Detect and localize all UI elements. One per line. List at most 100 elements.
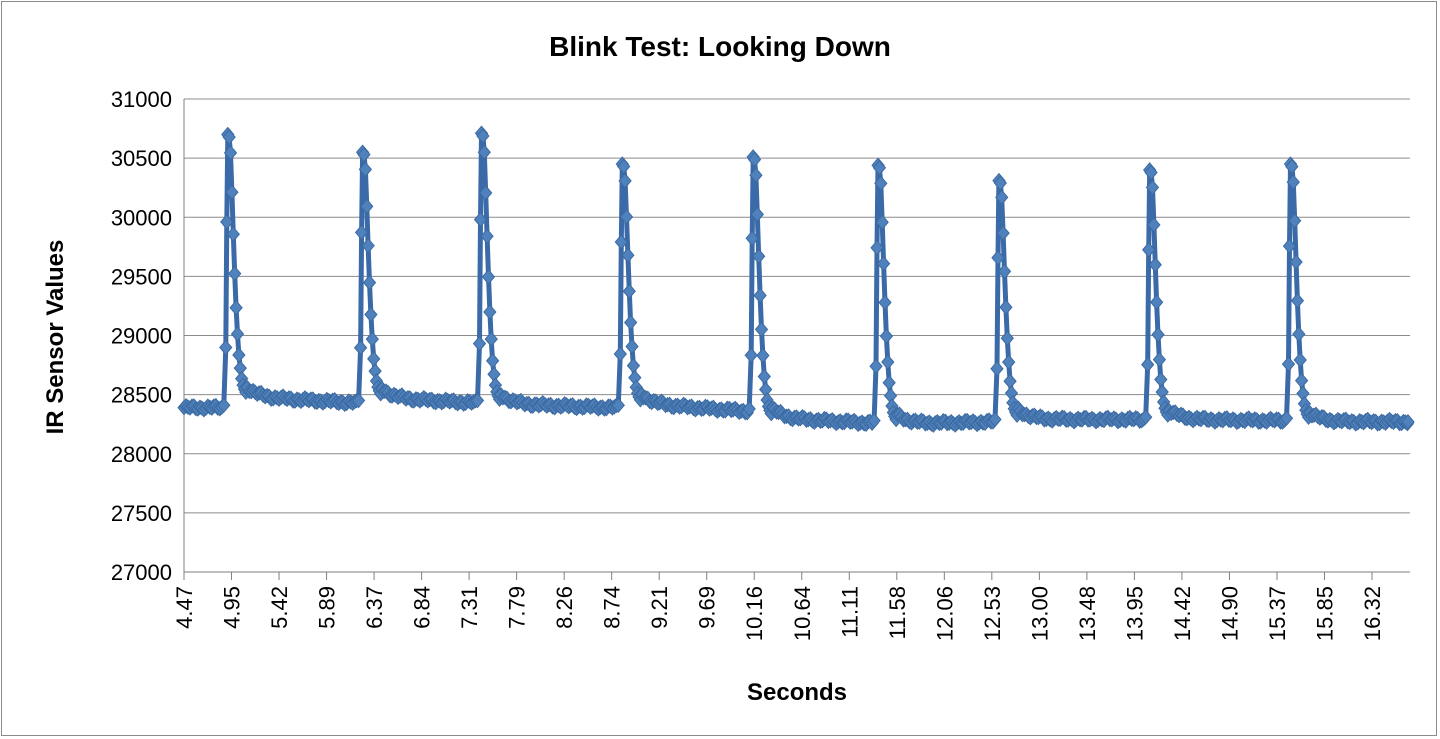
x-tick-label: 5.42: [267, 586, 292, 629]
data-point: [1139, 409, 1153, 425]
data-point: [621, 247, 635, 264]
data-point: [626, 357, 641, 374]
data-point: [611, 397, 625, 414]
y-tick-label: 31000: [111, 87, 172, 112]
data-point: [1149, 294, 1164, 310]
data-point: [614, 234, 628, 250]
x-tick-label: 8.74: [600, 586, 625, 629]
data-point: [995, 189, 1009, 206]
data-point: [1144, 164, 1158, 181]
data-point: [1292, 326, 1306, 342]
data-point: [360, 198, 374, 215]
data-point: [878, 294, 892, 311]
data-point: [1281, 356, 1296, 372]
data-point: [752, 248, 766, 265]
data-point: [473, 211, 488, 228]
data-point: [988, 411, 1002, 428]
x-tick-label: 11.11: [837, 586, 862, 638]
x-tick-label: 13.95: [1122, 586, 1147, 641]
data-point: [754, 321, 769, 338]
x-tick-label: 7.31: [457, 586, 482, 629]
data-point: [742, 401, 756, 417]
x-tick-label: 14.42: [1170, 586, 1195, 641]
x-tick-label: 7.79: [505, 586, 530, 629]
data-point: [232, 347, 246, 363]
chart-title: Blink Test: Looking Down: [549, 31, 891, 62]
data-point: [869, 358, 883, 375]
data-point: [367, 351, 381, 367]
y-axis-ticks: 27000 27500 28000 28500 29000 29500 30000 30500…: [111, 87, 172, 585]
data-point: [876, 255, 891, 272]
data-point: [875, 214, 889, 230]
data-point: [354, 224, 369, 241]
data-point: [882, 374, 896, 391]
data-point: [1282, 238, 1297, 254]
data-point: [481, 269, 496, 285]
data-point: [484, 331, 498, 347]
data-point: [1290, 292, 1305, 309]
x-tick-label: 6.84: [410, 586, 435, 629]
data-point: [1142, 242, 1156, 258]
data-point: [622, 283, 636, 300]
data-point: [619, 209, 634, 225]
data-point: [219, 339, 233, 356]
data-point: [1293, 352, 1307, 368]
data-point: [1002, 354, 1016, 370]
data-point: [1152, 351, 1167, 368]
gridlines: [183, 98, 1410, 573]
x-tick-label: 13.48: [1075, 586, 1100, 641]
data-point: [747, 151, 762, 168]
data-point: [613, 346, 627, 362]
data-point: [1000, 330, 1014, 347]
x-tick-label: 8.26: [552, 586, 577, 629]
data-point: [997, 263, 1012, 280]
data-point: [750, 206, 764, 223]
data-point: [351, 392, 366, 409]
data-point: [756, 347, 770, 364]
x-axis-ticks: 4.47 4.95 5.42 5.89 6.37 6.84 7.31 7.79 8.26 8.74…: [172, 572, 1385, 641]
data-point: [872, 160, 887, 176]
data-point: [480, 228, 494, 244]
x-tick-label: 10.64: [790, 586, 815, 641]
data-point: [217, 397, 231, 414]
data-point: [1289, 254, 1303, 270]
y-tick-label: 30500: [111, 146, 172, 171]
data-point: [483, 304, 497, 320]
data-point: [1294, 372, 1309, 389]
y-tick-label: 30000: [111, 205, 172, 230]
data-point: [625, 338, 639, 355]
data-point: [1154, 371, 1168, 388]
x-tick-label: 10.16: [742, 586, 767, 641]
data-point: [999, 299, 1013, 315]
data-point: [993, 175, 1007, 191]
y-tick-label: 28500: [111, 383, 172, 408]
data-point: [1151, 326, 1165, 343]
x-axis-title: Seconds: [747, 679, 847, 706]
data-point: [1148, 256, 1162, 273]
data-point: [1145, 179, 1160, 196]
data-point: [476, 128, 490, 144]
x-tick-label: 5.89: [315, 586, 340, 629]
data-point: [623, 314, 638, 331]
x-tick-label: 12.53: [980, 586, 1005, 641]
y-tick-label: 29500: [111, 264, 172, 289]
data-point: [479, 185, 493, 201]
data-point: [472, 335, 487, 352]
x-tick-label: 15.85: [1312, 586, 1337, 641]
data-point: [744, 347, 758, 364]
data-point: [879, 328, 894, 344]
data-point: [364, 306, 378, 323]
data-point: [749, 167, 763, 184]
data-point: [617, 158, 631, 175]
x-tick-label: 4.47: [172, 586, 197, 629]
data-point: [881, 354, 895, 370]
data-point: [753, 287, 767, 304]
data-point: [618, 173, 632, 189]
x-tick-label: 16.32: [1360, 586, 1385, 641]
data-point: [362, 274, 377, 291]
data-point: [223, 145, 238, 161]
data-point: [220, 214, 234, 230]
data-point: [1279, 410, 1294, 427]
data-point: [874, 175, 888, 192]
